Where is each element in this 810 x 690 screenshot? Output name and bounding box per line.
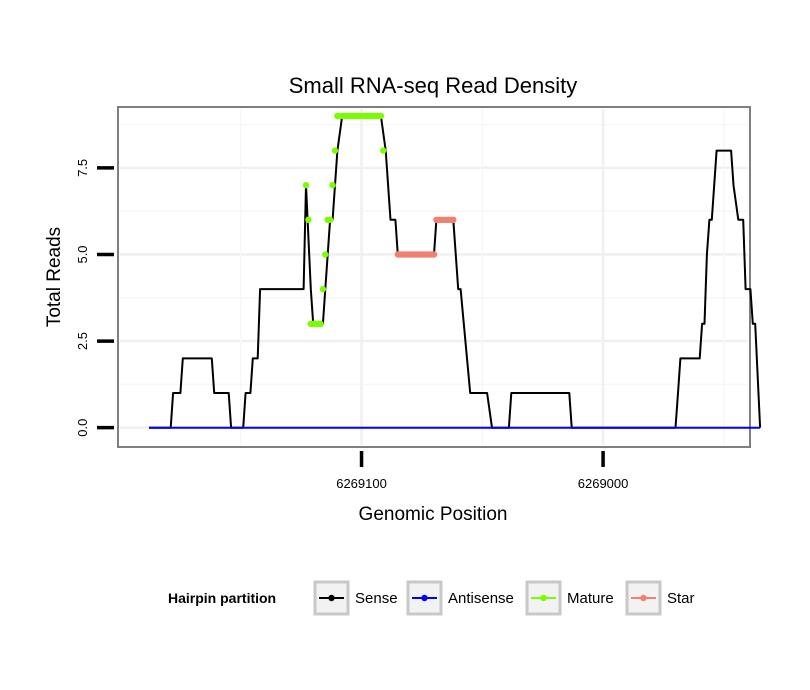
mature-point bbox=[319, 285, 327, 293]
mature-point bbox=[302, 182, 310, 189]
legend-item-antisense: Antisense bbox=[406, 580, 514, 616]
y-tick-label: 0.0 bbox=[75, 419, 90, 437]
mature-point bbox=[317, 320, 324, 327]
mature-point bbox=[331, 147, 339, 154]
mature-point bbox=[329, 182, 336, 189]
series-layer bbox=[149, 112, 762, 429]
y-axis-title: Total Reads bbox=[44, 227, 65, 327]
x-axis: 6269100 6269000 bbox=[336, 451, 628, 491]
mature-point bbox=[305, 216, 312, 223]
plot-panel bbox=[117, 106, 762, 448]
legend-key-point bbox=[540, 594, 547, 602]
legend: Hairpin partition Sense Antisense Mature St… bbox=[168, 580, 695, 616]
mature-point bbox=[326, 216, 334, 223]
legend-title: Hairpin partition bbox=[168, 590, 276, 606]
x-axis-title: Genomic Position bbox=[359, 504, 508, 525]
y-axis: 0.0 2.5 5.0 7.5 bbox=[75, 159, 114, 437]
y-tick-label: 2.5 bbox=[75, 332, 90, 350]
legend-item-sense: Sense bbox=[313, 580, 398, 616]
legend-label: Antisense bbox=[448, 590, 514, 607]
legend-label: Mature bbox=[567, 590, 614, 607]
panel-border bbox=[117, 106, 751, 448]
chart-title: Small RNA-seq Read Density bbox=[289, 73, 578, 98]
y-tick-label: 7.5 bbox=[75, 159, 90, 177]
legend-label: Star bbox=[667, 590, 695, 607]
y-tick-label: 5.0 bbox=[75, 245, 90, 263]
star-point bbox=[450, 216, 457, 223]
legend-item-star: Star bbox=[625, 580, 695, 616]
star-point bbox=[430, 251, 438, 258]
mature-point bbox=[377, 112, 385, 120]
x-tick-label: 6269100 bbox=[336, 476, 387, 491]
x-tick-label: 6269000 bbox=[578, 476, 629, 491]
legend-key-point bbox=[328, 594, 335, 602]
legend-label: Sense bbox=[355, 590, 398, 607]
legend-key-point bbox=[421, 594, 428, 602]
mature-point bbox=[380, 147, 387, 154]
legend-item-mature: Mature bbox=[525, 580, 614, 616]
legend-key-point bbox=[640, 594, 647, 602]
mature-point bbox=[322, 251, 329, 258]
